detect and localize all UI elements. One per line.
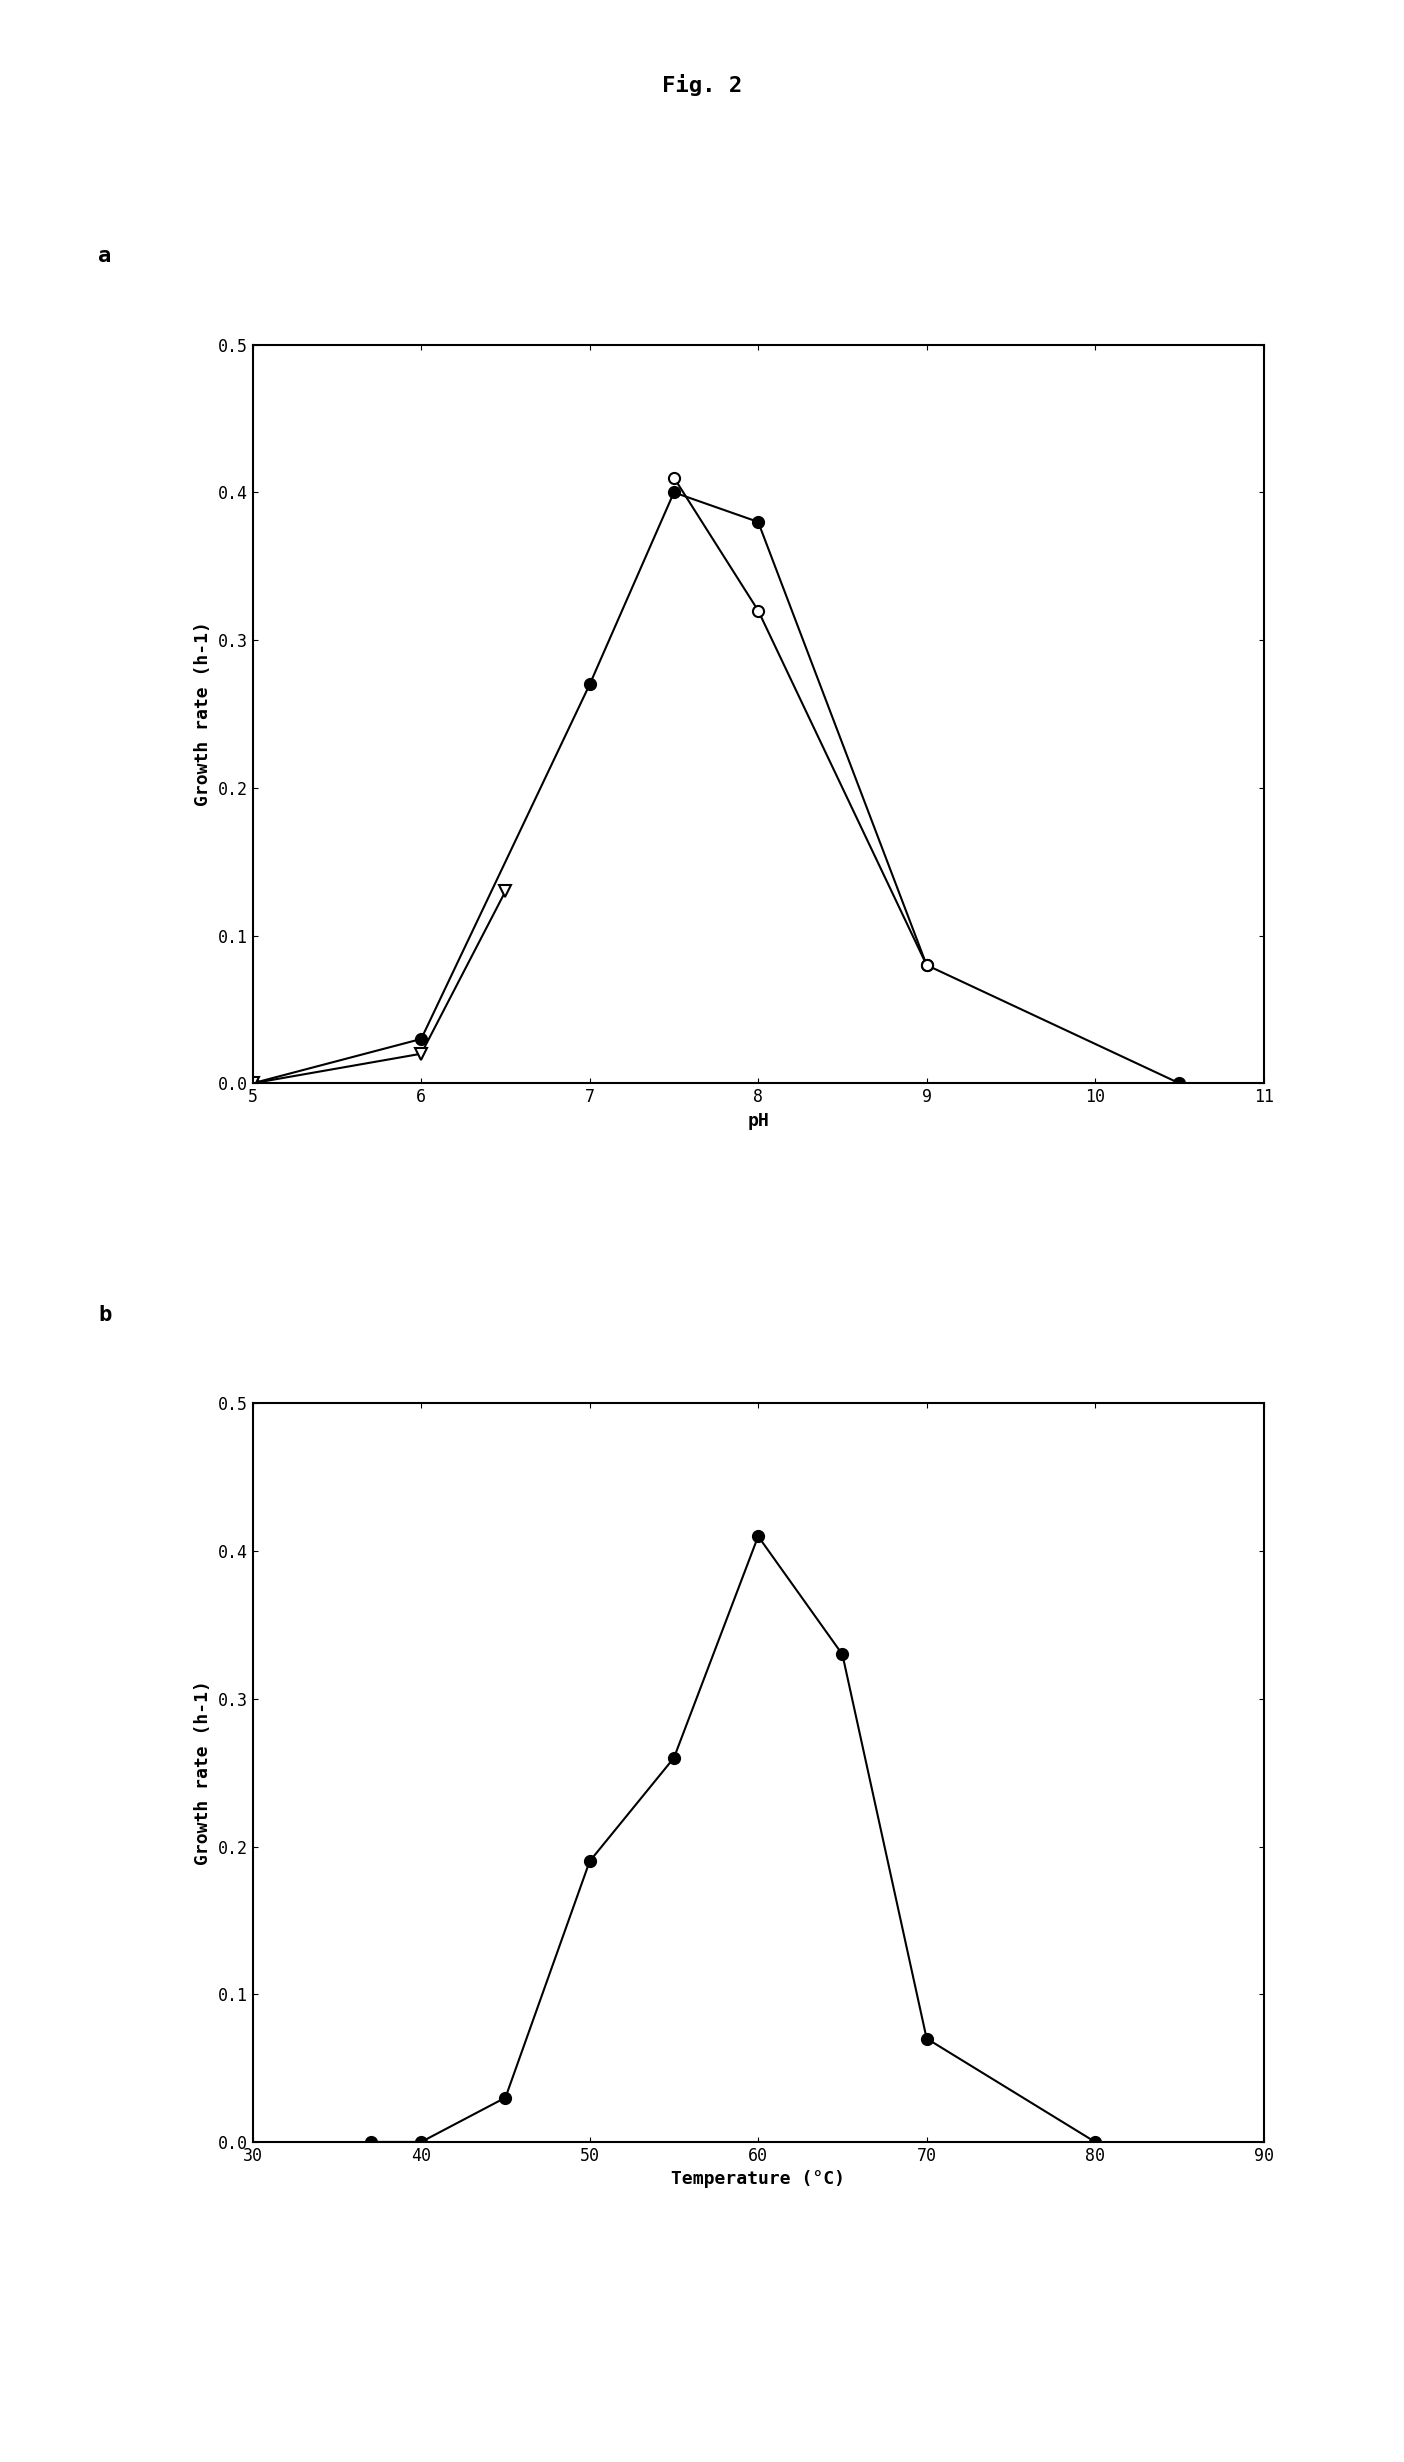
Text: b: b: [98, 1305, 112, 1325]
Y-axis label: Growth rate (h-1): Growth rate (h-1): [194, 1679, 212, 1866]
Text: a: a: [98, 246, 112, 266]
Y-axis label: Growth rate (h-1): Growth rate (h-1): [194, 620, 212, 808]
X-axis label: Temperature (°C): Temperature (°C): [671, 2171, 845, 2189]
X-axis label: pH: pH: [747, 1113, 769, 1130]
Text: Fig. 2: Fig. 2: [661, 74, 743, 96]
